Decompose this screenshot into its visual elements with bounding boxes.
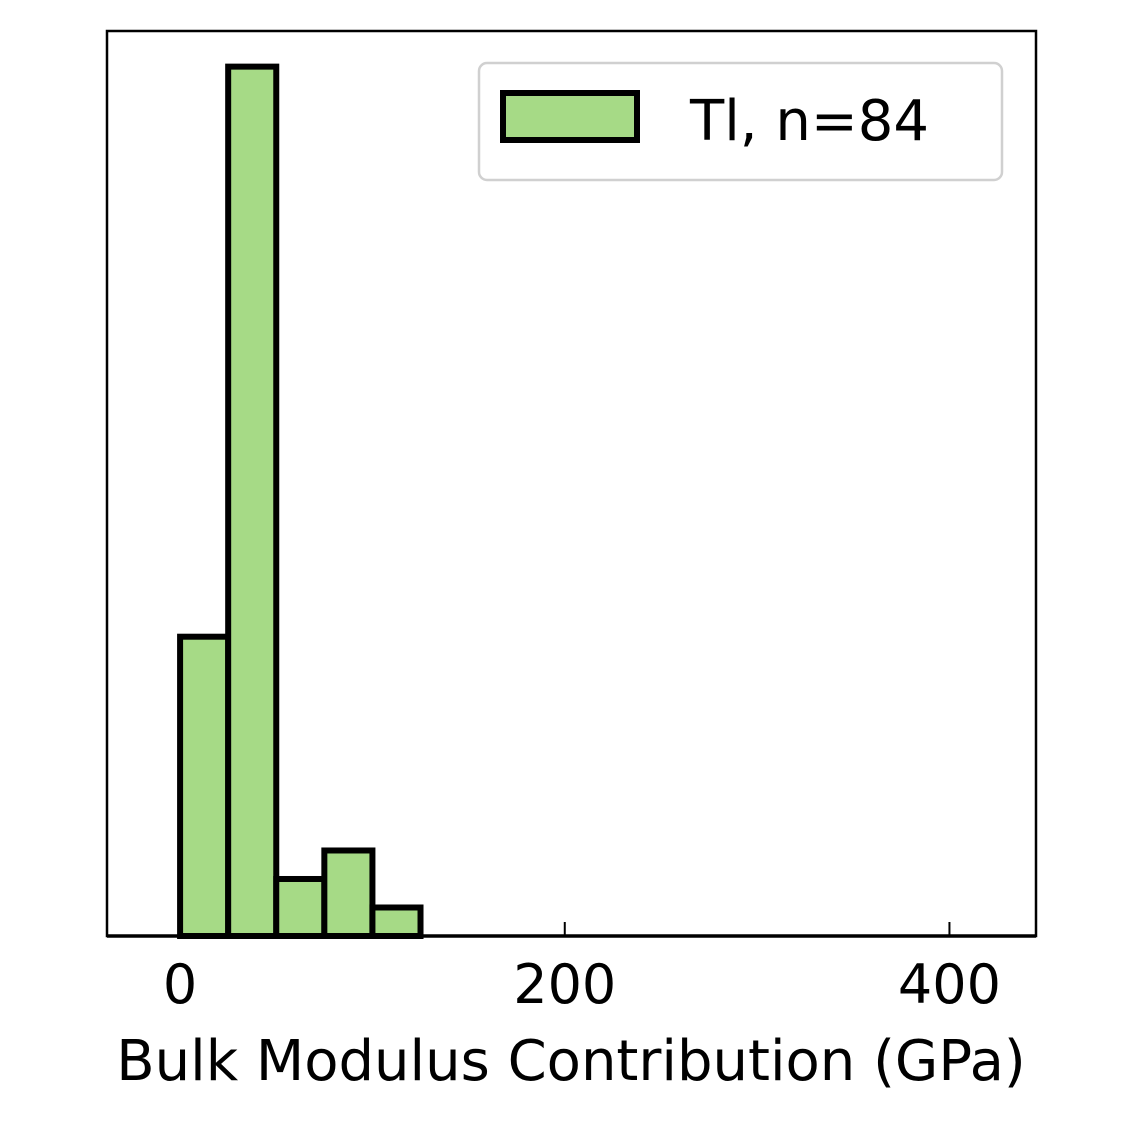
histogram-bar — [273, 875, 328, 939]
histogram-bar — [225, 63, 280, 939]
histogram-bar — [369, 904, 424, 939]
histogram-bar — [177, 633, 232, 940]
x-axis-ticks: 0 200 400 — [163, 922, 1001, 1016]
legend-swatch — [500, 90, 640, 143]
legend: Tl, n=84 — [477, 61, 1004, 182]
x-tick-label: 400 — [898, 953, 1001, 1016]
x-tick-label: 0 — [163, 953, 197, 1016]
x-tick-label: 200 — [513, 953, 616, 1016]
x-axis-title: Bulk Modulus Contribution (GPa) — [116, 1029, 1026, 1094]
legend-label: Tl, n=84 — [689, 89, 929, 154]
histogram-bar — [321, 847, 376, 939]
